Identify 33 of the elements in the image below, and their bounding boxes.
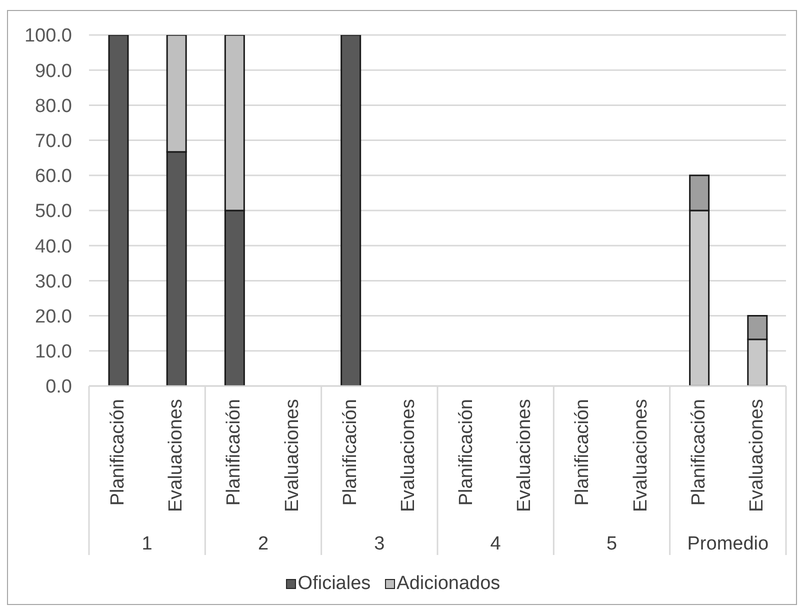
x-tick-label: Planificación bbox=[456, 399, 478, 506]
y-tick-label: 100.0 bbox=[24, 26, 72, 47]
text: Promedio bbox=[687, 534, 769, 554]
text: 5 bbox=[606, 534, 618, 554]
legend-label: Adicionados bbox=[396, 573, 500, 595]
text: 2 bbox=[258, 534, 269, 554]
x-tick-label: Planificación bbox=[224, 399, 245, 506]
y-tick-label: 70.0 bbox=[35, 131, 72, 152]
text: 1 bbox=[142, 534, 152, 554]
x-tick-label: Planificación bbox=[108, 399, 129, 506]
bar bbox=[108, 35, 129, 386]
y-tick-label: 80.0 bbox=[35, 96, 72, 117]
y-tick-label: 50.0 bbox=[35, 201, 72, 222]
bar bbox=[340, 35, 362, 386]
y-tick-label: 60.0 bbox=[35, 166, 72, 188]
x-tick-label: Planificación bbox=[572, 399, 594, 506]
y-tick-label: 30.0 bbox=[35, 271, 72, 292]
x-tick-label: Evaluaciones bbox=[166, 399, 187, 512]
legend-label: Oficiales bbox=[298, 573, 371, 595]
x-tick-label: Evaluaciones bbox=[630, 399, 652, 512]
text: 3 bbox=[374, 534, 385, 554]
x-tick-label: Evaluaciones bbox=[398, 399, 419, 512]
text: 4 bbox=[490, 534, 502, 554]
x-tick-label: Planificación bbox=[340, 399, 361, 506]
y-tick-label: 0.0 bbox=[46, 376, 72, 398]
x-tick-label: Planificación bbox=[688, 399, 710, 506]
y-tick-label: 40.0 bbox=[35, 236, 72, 258]
x-tick-label: Evaluaciones bbox=[282, 399, 303, 512]
x-tick-label: Evaluaciones bbox=[514, 399, 536, 512]
y-tick-label: 10.0 bbox=[35, 342, 72, 363]
y-tick-label: 90.0 bbox=[35, 60, 72, 82]
x-tick-label: Evaluaciones bbox=[746, 399, 768, 512]
y-tick-label: 20.0 bbox=[35, 306, 72, 328]
